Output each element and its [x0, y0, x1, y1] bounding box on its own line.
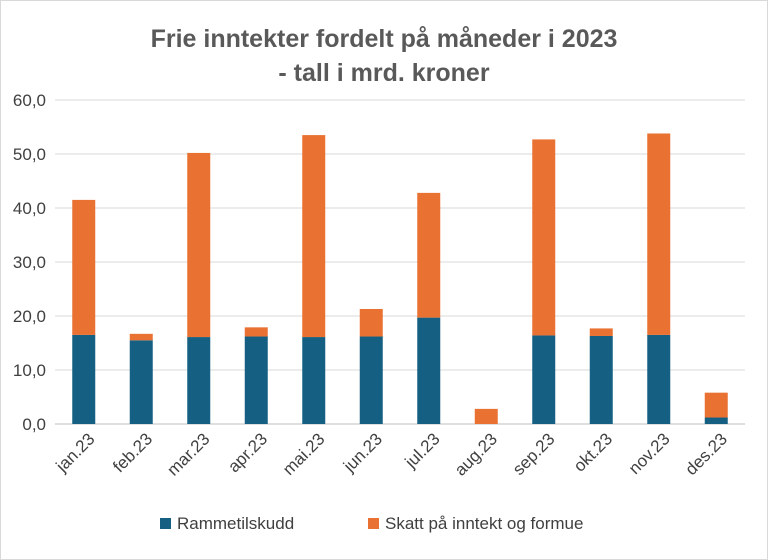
- bar-skatt: [302, 135, 326, 338]
- chart-title-line-1: Frie inntekter fordelt på måneder i 2023: [150, 25, 618, 53]
- bar-skatt: [532, 139, 556, 336]
- bar-skatt: [704, 392, 728, 418]
- y-tick-label: 30,0: [13, 253, 46, 272]
- bar-rammetilskudd: [359, 336, 383, 424]
- legend: Rammetilskudd Skatt på inntekt og formue: [160, 514, 583, 533]
- x-tick-label: feb.23: [109, 429, 156, 476]
- y-tick-label: 50,0: [13, 145, 46, 164]
- y-axis-tick-labels: 0,0 10,0 20,0 30,0 40,0 50,0 60,0: [13, 91, 46, 434]
- x-axis-tick-labels: jan.23 feb.23 mar.23 apr.23 mai.23 jun.23 jul.…: [52, 429, 731, 479]
- y-tick-label: 20,0: [13, 307, 46, 326]
- bar-rammetilskudd: [532, 335, 556, 424]
- legend-label-skatt: Skatt på inntekt og formue: [385, 514, 583, 533]
- bar-rammetilskudd: [302, 337, 326, 424]
- legend-label-rammetilskudd: Rammetilskudd: [177, 514, 294, 533]
- bar-rammetilskudd: [647, 334, 671, 424]
- x-tick-label: jan.23: [52, 429, 99, 476]
- gridlines: [55, 99, 745, 425]
- bar-rammetilskudd: [72, 334, 96, 424]
- x-tick-label: sep.23: [509, 429, 559, 479]
- chart-title-line-2: - tall i mrd. kroner: [278, 59, 490, 87]
- x-tick-label: jul.23: [401, 429, 444, 472]
- bar-skatt: [187, 152, 211, 338]
- bar-rammetilskudd: [129, 340, 153, 424]
- bar-skatt: [474, 408, 498, 424]
- y-tick-label: 60,0: [13, 91, 46, 110]
- bar-skatt: [244, 327, 268, 337]
- chart-title: Frie inntekter fordelt på måneder i 2023…: [0, 22, 768, 90]
- x-tick-label: mai.23: [279, 429, 329, 479]
- bar-rammetilskudd: [589, 335, 613, 424]
- bar-skatt: [647, 133, 671, 335]
- bar-skatt: [129, 333, 153, 341]
- bar-rammetilskudd: [187, 337, 211, 424]
- bar-rammetilskudd: [704, 417, 728, 424]
- x-tick-label: jun.23: [339, 429, 386, 476]
- bars: [72, 133, 728, 424]
- bar-rammetilskudd: [417, 317, 441, 424]
- bar-rammetilskudd: [244, 336, 268, 424]
- x-tick-label: okt.23: [570, 429, 616, 475]
- bar-skatt: [72, 199, 96, 335]
- x-tick-label: aug.23: [451, 429, 501, 479]
- x-tick-label: des.23: [682, 429, 732, 479]
- y-tick-label: 0,0: [22, 415, 46, 434]
- x-tick-label: apr.23: [224, 429, 271, 476]
- y-tick-label: 40,0: [13, 199, 46, 218]
- x-tick-label: mar.23: [163, 429, 213, 479]
- bar-skatt: [417, 192, 441, 318]
- x-tick-label: nov.23: [625, 429, 674, 478]
- y-tick-label: 10,0: [13, 361, 46, 380]
- bar-skatt: [359, 308, 383, 337]
- bar-skatt: [589, 328, 613, 336]
- legend-swatch-skatt: [368, 518, 379, 529]
- legend-swatch-rammetilskudd: [160, 518, 171, 529]
